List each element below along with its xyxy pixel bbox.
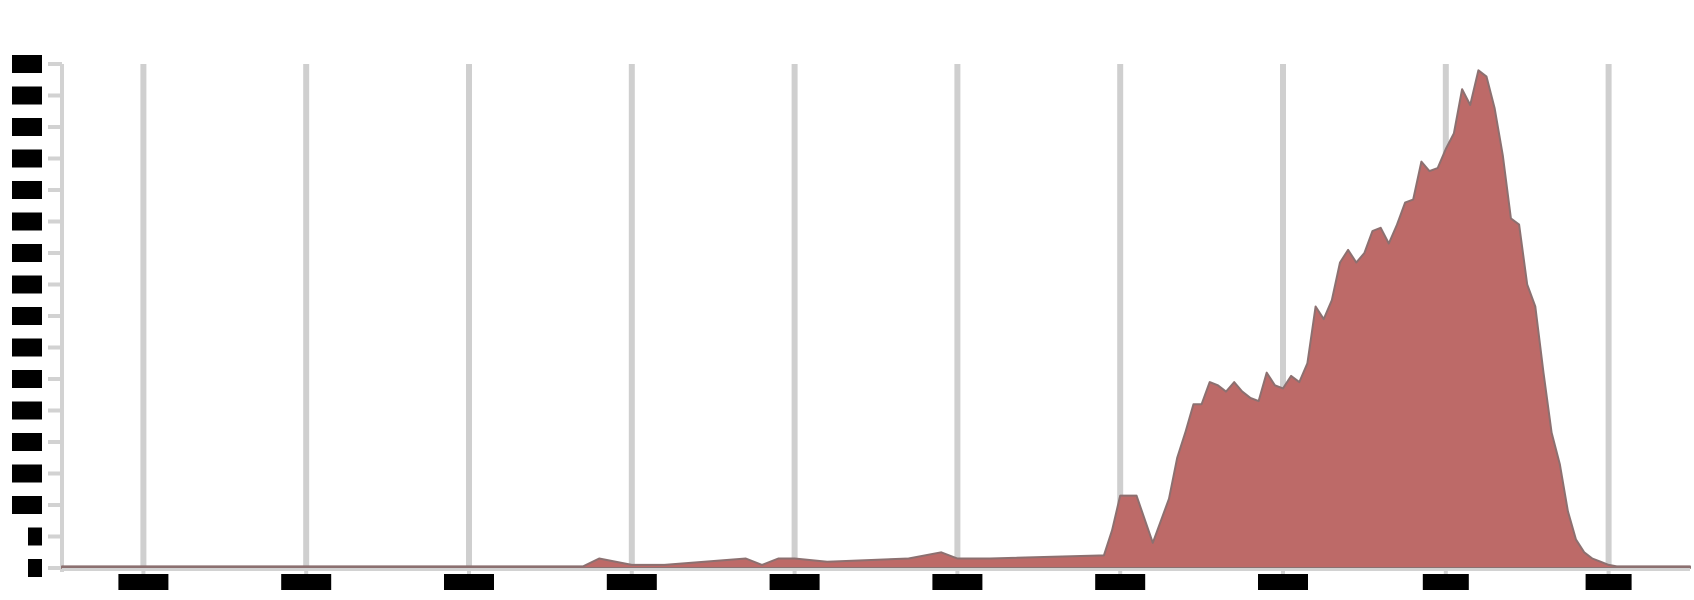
gridline: [954, 64, 961, 568]
y-tick-mark: [48, 156, 62, 161]
x-tick-label: [281, 574, 332, 590]
area-series: [61, 69, 1691, 569]
x-tick-label: [769, 574, 820, 590]
x-tick-label: [1585, 574, 1632, 590]
y-tick-mark: [48, 566, 62, 570]
y-axis: [12, 55, 64, 577]
x-tick-mark: [629, 568, 634, 578]
x-tick-label: [1422, 574, 1469, 590]
x-tick-mark: [1443, 568, 1448, 578]
gridline: [466, 64, 472, 568]
y-tick-mark: [48, 345, 62, 350]
y-tick-mark: [48, 219, 62, 224]
y-tick-mark: [48, 188, 62, 192]
x-tick-label: [118, 574, 169, 590]
x-tick-mark: [467, 568, 471, 578]
y-tick-label: [12, 55, 42, 73]
y-tick-mark: [48, 534, 62, 539]
y-tick-label: [12, 244, 42, 262]
y-tick-label: [12, 496, 42, 514]
gridline: [1280, 64, 1286, 568]
y-tick-label: [12, 433, 42, 451]
gridline: [140, 64, 147, 568]
x-tick-mark: [304, 568, 309, 578]
x-axis-line: [62, 568, 1690, 571]
y-tick-mark: [48, 471, 62, 476]
gridline: [303, 64, 310, 568]
x-tick-label: [1095, 574, 1146, 590]
y-tick-mark: [48, 282, 62, 287]
x-tick-mark: [1606, 568, 1611, 578]
y-tick-label: [12, 149, 42, 168]
y-tick-mark: [48, 440, 62, 444]
gridline: [628, 64, 635, 568]
y-tick-mark: [48, 125, 62, 129]
gridline: [791, 64, 798, 568]
y-tick-mark: [48, 62, 62, 66]
x-tick-mark: [792, 568, 797, 578]
vertical-gridlines: [140, 64, 1612, 568]
y-tick-label: [12, 212, 42, 231]
y-tick-label: [12, 275, 42, 294]
y-tick-label: [12, 401, 42, 420]
x-tick-mark: [955, 568, 960, 578]
y-tick-mark: [48, 503, 62, 507]
y-tick-label: [12, 307, 42, 325]
y-tick-mark: [48, 314, 62, 318]
x-tick-label: [932, 574, 983, 590]
x-axis: [62, 568, 1690, 590]
area-fill: [61, 69, 1691, 569]
x-tick-label: [444, 574, 494, 590]
y-tick-label: [28, 527, 42, 546]
y-tick-mark: [48, 93, 62, 98]
y-tick-label: [12, 118, 42, 136]
y-tick-mark: [48, 251, 62, 255]
x-tick-mark: [1118, 568, 1123, 578]
y-tick-label: [28, 559, 42, 577]
gridline: [1605, 64, 1612, 568]
y-tick-label: [12, 338, 42, 357]
y-tick-label: [12, 181, 42, 199]
y-tick-mark: [48, 408, 62, 413]
x-tick-label: [1258, 574, 1308, 590]
x-tick-mark: [1281, 568, 1285, 578]
y-tick-mark: [48, 377, 62, 381]
y-tick-label: [12, 464, 42, 483]
gridline: [1117, 64, 1124, 568]
y-tick-label: [12, 86, 42, 105]
x-tick-label: [606, 574, 657, 590]
x-tick-mark: [141, 568, 146, 578]
y-tick-label: [12, 370, 42, 388]
